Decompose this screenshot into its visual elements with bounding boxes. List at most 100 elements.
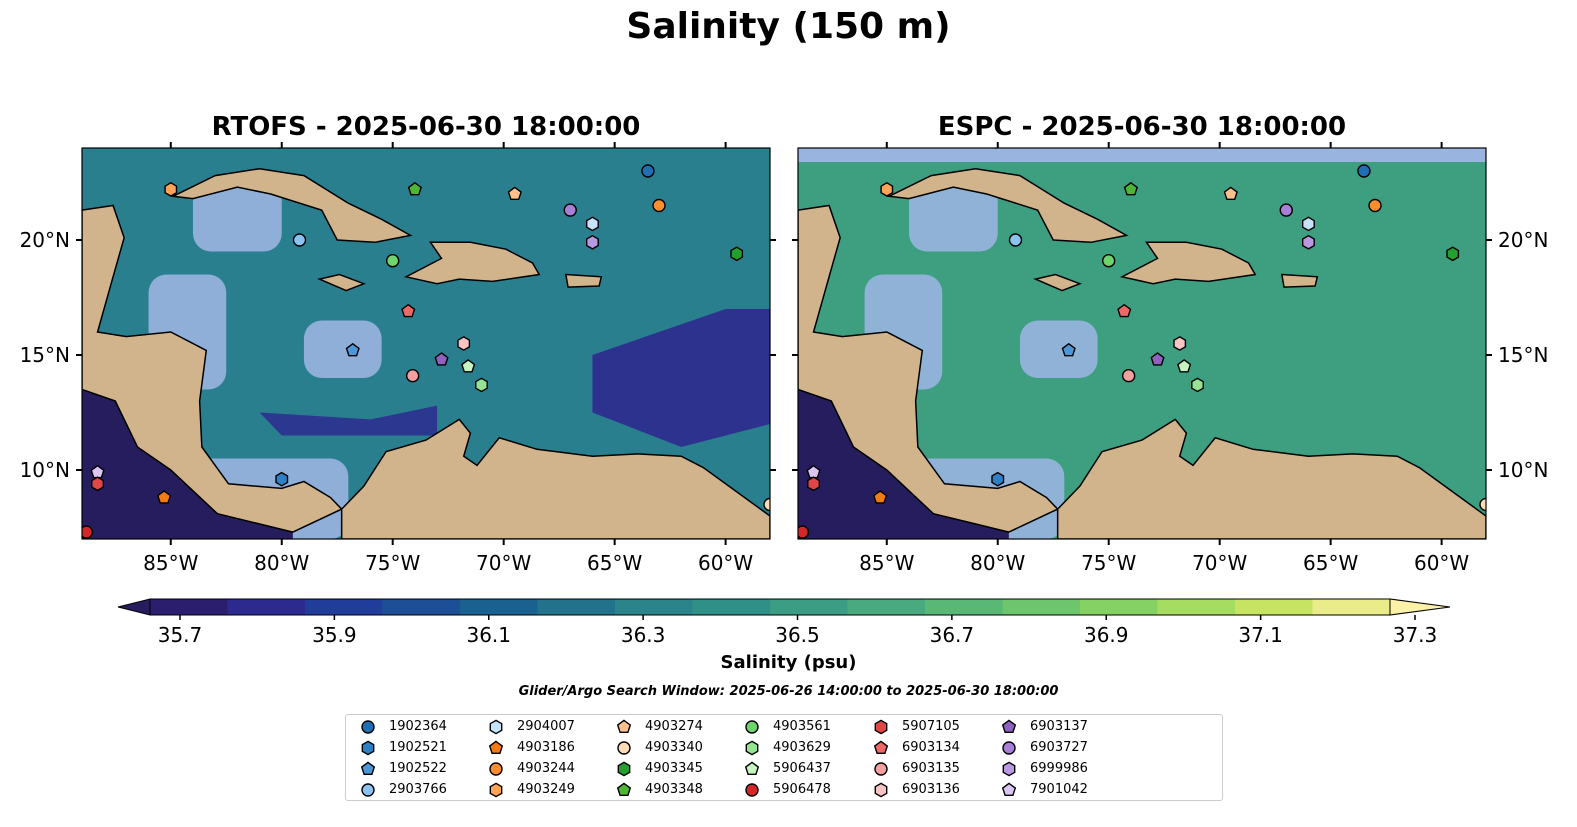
- float-4903561-marker: [1102, 254, 1116, 268]
- lat-tick-label: 15°N: [20, 343, 70, 367]
- lat-tick-label: 10°N: [20, 458, 70, 482]
- float-4903340-marker: [1479, 497, 1486, 512]
- lat-tick-label: 10°N: [1498, 458, 1548, 482]
- float-5906478-marker: [798, 525, 810, 539]
- search-window-note: Glider/Argo Search Window: 2025-06-26 14…: [518, 684, 1059, 699]
- legend-label: 5907105: [902, 719, 960, 734]
- float-2903766-marker: [292, 233, 307, 247]
- colorbar-segment: [1002, 599, 1081, 615]
- legend-marker-4903249: [489, 782, 503, 798]
- float-6903135-marker: [1121, 369, 1136, 383]
- float-4903561-marker: [386, 254, 400, 268]
- float-6903135-marker: [405, 369, 420, 383]
- colorbar-segment: [305, 599, 383, 615]
- float-1902364-marker: [1357, 164, 1371, 178]
- land-mass: [1280, 273, 1319, 288]
- circle-marker-icon: [361, 720, 375, 734]
- legend-label: 6903727: [1030, 740, 1088, 755]
- espc-map-panel: 85°W 80°W 75°W 70°W 65°W 60°W 20°N 15°N 10°N: [792, 142, 1548, 575]
- circle-marker-icon: [361, 783, 375, 797]
- legend-label: 5906437: [773, 761, 831, 776]
- lon-tick-label: 60°W: [698, 551, 753, 575]
- lon-tick-label: 80°W: [970, 551, 1025, 575]
- colorbar-segment: [227, 599, 306, 615]
- legend-label: 4903244: [517, 761, 575, 776]
- legend-marker-4903561: [745, 720, 759, 734]
- lon-tick-label: 85°W: [859, 551, 914, 575]
- figure-title: Salinity (150 m): [626, 6, 951, 47]
- colorbar-tick-label: 36.7: [930, 623, 975, 647]
- legend-marker-7901042: [1001, 782, 1017, 797]
- legend-marker-1902521: [361, 740, 375, 756]
- circle-marker-icon: [617, 741, 631, 755]
- shelf-area: [798, 148, 1486, 162]
- lon-tick-label: 65°W: [1303, 551, 1358, 575]
- float-4903629-marker: [475, 377, 488, 393]
- pacific-water: [798, 389, 1009, 539]
- colorbar-segment: [615, 599, 693, 615]
- legend-marker-5906478: [745, 783, 759, 797]
- lon-tick-label: 75°W: [365, 551, 420, 575]
- legend-marker-6903137: [1001, 719, 1017, 734]
- legend-label: 1902522: [389, 761, 447, 776]
- legend-label: 4903186: [517, 740, 575, 755]
- lon-tick-label: 70°W: [1192, 551, 1247, 575]
- espc-panel-title: ESPC - 2025-06-30 18:00:00: [937, 112, 1347, 142]
- colorbar-segment: [1080, 599, 1158, 615]
- legend-label: 4903561: [773, 719, 831, 734]
- float-4903274-marker: [507, 186, 522, 201]
- float-legend: 1902364 1902521 1902522 2903766 2904007 49031…: [345, 714, 1223, 801]
- legend-marker-4903629: [745, 740, 759, 756]
- lat-tick-label: 20°N: [20, 228, 70, 252]
- float-4903348-marker: [407, 181, 423, 196]
- float-5906478-marker: [82, 525, 94, 539]
- colorbar-tick-label: 36.9: [1084, 623, 1129, 647]
- colorbar-segment: [537, 599, 616, 615]
- shelf-area: [1019, 320, 1098, 378]
- land-mass: [317, 273, 366, 292]
- legend-marker-4903340: [617, 741, 631, 755]
- colorbar-segment: [692, 599, 771, 615]
- float-4903186-marker: [156, 490, 172, 504]
- float-4903274-marker: [1223, 186, 1238, 201]
- hexagon-marker-icon: [874, 719, 888, 735]
- lon-tick-label: 80°W: [254, 551, 309, 575]
- float-5906437-marker: [1177, 359, 1192, 373]
- legend-label: 5906478: [773, 782, 831, 797]
- circle-marker-icon: [745, 783, 759, 797]
- low-salinity-patch: [259, 405, 438, 436]
- colorbar-tick-label: 37.1: [1238, 623, 1283, 647]
- legend-marker-6903727: [1002, 741, 1016, 755]
- legend-marker-5906437: [744, 761, 760, 776]
- colorbar-tick-label: 36.1: [466, 623, 511, 647]
- land-mass: [992, 148, 997, 150]
- legend-label: 4903340: [645, 740, 703, 755]
- map-frame: [81, 147, 771, 540]
- colorbar-segment: [460, 599, 538, 615]
- hexagon-marker-icon: [874, 782, 888, 798]
- legend-label: 6903134: [902, 740, 960, 755]
- shelf-area: [303, 320, 382, 378]
- legend-label: 1902521: [389, 740, 447, 755]
- rtofs-panel-title: RTOFS - 2025-06-30 18:00:00: [211, 112, 641, 142]
- legend-label: 4903345: [645, 761, 703, 776]
- legend-label: 4903348: [645, 782, 703, 797]
- colorbar-tick-label: 36.5: [775, 623, 820, 647]
- hexagon-marker-icon: [361, 740, 375, 756]
- float-4903348-marker: [1123, 181, 1139, 196]
- float-2904007-marker: [586, 216, 599, 232]
- legend-marker-4903186: [488, 740, 504, 755]
- colorbar-min-extension: [117, 598, 151, 616]
- low-salinity-patch: [592, 309, 770, 447]
- colorbar-frame: [149, 598, 1391, 616]
- legend-label: 4903274: [645, 719, 703, 734]
- float-4903345-marker: [1446, 246, 1460, 262]
- legend-marker-6903136: [874, 782, 888, 798]
- lon-tick-label: 85°W: [143, 551, 198, 575]
- land-mass: [340, 418, 770, 539]
- colorbar-tick-label: 35.9: [312, 623, 357, 647]
- hexagon-marker-icon: [1002, 761, 1016, 777]
- land-mass: [82, 204, 343, 533]
- float-2904007-marker: [1301, 216, 1315, 232]
- lon-tick-label: 65°W: [587, 551, 642, 575]
